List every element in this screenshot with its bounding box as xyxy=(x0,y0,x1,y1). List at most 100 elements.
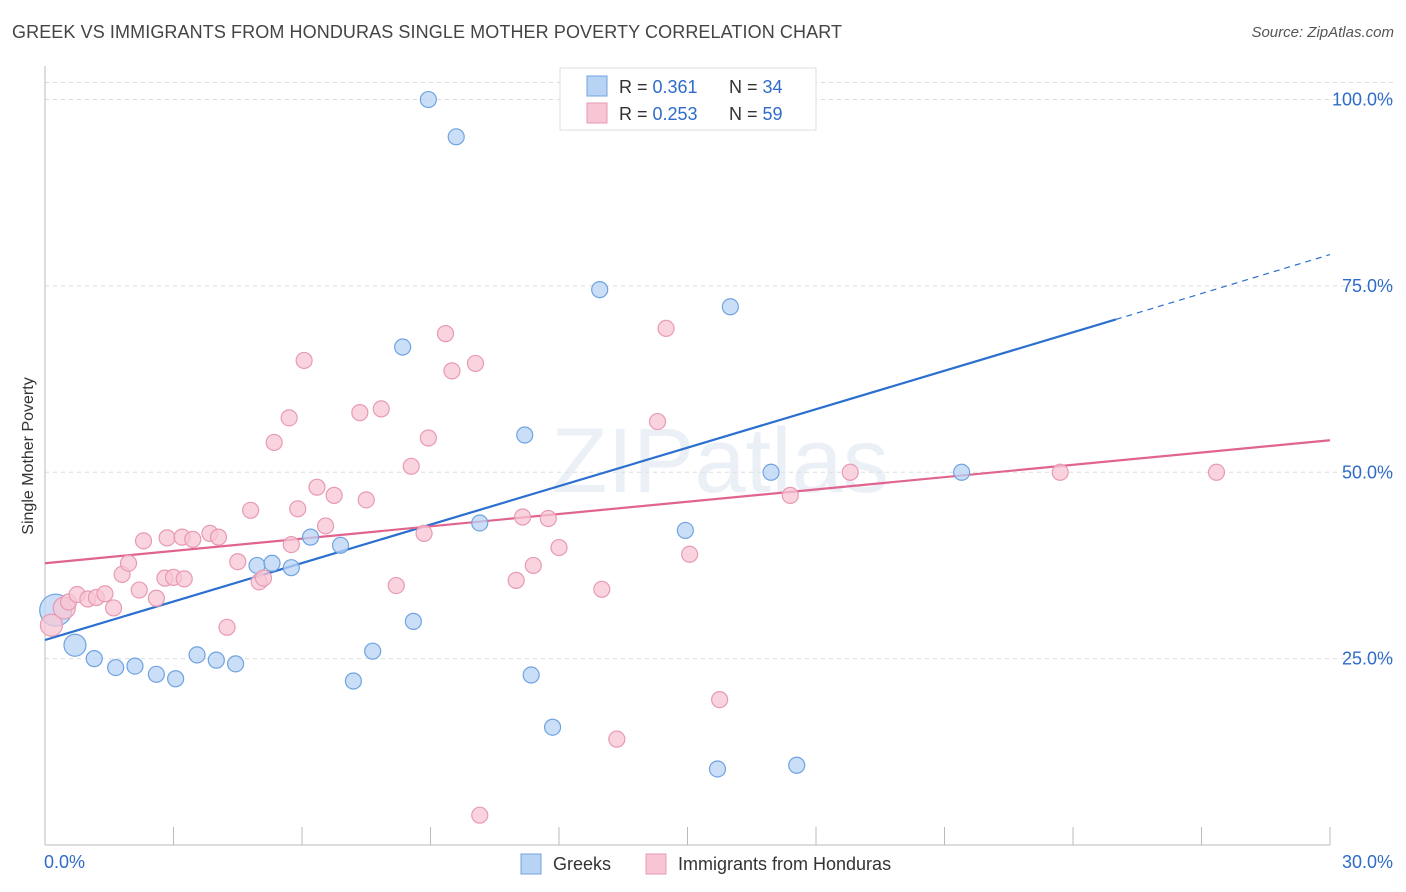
svg-text:R = 0.253: R = 0.253 xyxy=(619,104,698,124)
bottom-legend-label-honduras: Immigrants from Honduras xyxy=(678,854,891,874)
point-greeks-18 xyxy=(404,612,422,630)
trend-line-1 xyxy=(44,439,1331,565)
point-honduras-27 xyxy=(280,409,298,427)
point-greeks-13 xyxy=(301,528,320,546)
point-honduras-12 xyxy=(147,589,165,607)
point-honduras-6 xyxy=(96,585,114,603)
point-honduras-14 xyxy=(158,529,176,547)
point-greeks-32 xyxy=(953,463,971,481)
point-honduras-38 xyxy=(402,457,420,475)
point-honduras-58 xyxy=(1207,463,1226,481)
point-honduras-49 xyxy=(593,580,611,598)
point-honduras-26 xyxy=(265,433,283,452)
point-greeks-14 xyxy=(331,536,350,554)
point-honduras-21 xyxy=(218,618,236,636)
point-honduras-18 xyxy=(184,530,202,548)
y-tick-labels: 100.0% 75.0% 50.0% 25.0% xyxy=(1332,90,1393,669)
legend-n-value-greeks: 34 xyxy=(763,77,783,97)
point-greeks-6 xyxy=(167,670,185,688)
point-greeks-17 xyxy=(394,338,412,356)
point-honduras-46 xyxy=(524,556,542,575)
point-honduras-55 xyxy=(781,486,799,504)
y-tick-label-2: 50.0% xyxy=(1342,462,1393,482)
point-honduras-9 xyxy=(119,554,138,572)
point-honduras-20 xyxy=(209,528,228,546)
point-honduras-36 xyxy=(372,400,390,418)
point-greeks-15 xyxy=(344,672,362,690)
svg-text:R = 0.361: R = 0.361 xyxy=(619,77,698,97)
x-tick-label-min: 0.0% xyxy=(44,852,85,872)
point-greeks-23 xyxy=(522,666,540,684)
point-greeks-19 xyxy=(419,90,437,109)
point-honduras-44 xyxy=(507,571,525,589)
axes xyxy=(44,66,1331,846)
point-greeks-22 xyxy=(516,426,534,444)
chart-source: Source: ZipAtlas.com xyxy=(1251,24,1394,41)
legend-r-label-greeks: R = xyxy=(619,77,653,97)
point-honduras-41 xyxy=(436,325,455,343)
point-greeks-4 xyxy=(126,657,144,675)
trend-line-0 xyxy=(44,318,1117,642)
y-axis-label: Single Mother Poverty xyxy=(20,377,37,534)
point-honduras-10 xyxy=(130,581,148,599)
legend-swatch-greeks xyxy=(586,75,608,97)
point-greeks-7 xyxy=(188,646,206,664)
point-greeks-1 xyxy=(63,633,87,657)
point-honduras-45 xyxy=(513,508,532,526)
point-greeks-24 xyxy=(543,718,562,736)
data-points xyxy=(39,90,1226,824)
legend-n-label-honduras: N = xyxy=(729,104,763,124)
bottom-legend-swatch-greeks xyxy=(520,853,542,875)
point-greeks-9 xyxy=(227,655,245,673)
chart-title: GREEK VS IMMIGRANTS FROM HONDURAS SINGLE… xyxy=(12,22,843,42)
point-honduras-0 xyxy=(39,613,64,637)
y-tick-label-1: 75.0% xyxy=(1342,276,1393,296)
point-honduras-11 xyxy=(134,532,153,550)
point-greeks-3 xyxy=(107,658,125,677)
point-honduras-43 xyxy=(466,354,485,373)
point-honduras-34 xyxy=(351,404,369,422)
point-honduras-56 xyxy=(841,463,859,481)
point-honduras-54 xyxy=(711,691,729,709)
point-honduras-29 xyxy=(289,500,307,518)
legend-r-value-honduras: 0.253 xyxy=(653,104,698,124)
legend-r-label-honduras: R = xyxy=(619,104,653,124)
point-honduras-17 xyxy=(175,570,193,588)
legend-swatch-honduras xyxy=(586,102,608,124)
point-greeks-8 xyxy=(207,651,225,669)
legend-n-label-greeks: N = xyxy=(729,77,763,97)
point-honduras-51 xyxy=(648,412,667,431)
point-greeks-20 xyxy=(447,128,465,146)
point-honduras-25 xyxy=(254,569,273,587)
point-greeks-27 xyxy=(676,521,694,540)
point-honduras-35 xyxy=(357,491,375,509)
point-honduras-39 xyxy=(415,524,433,543)
legend: R = 0.361 N = 34 R = 0.253 N = 59 xyxy=(559,67,817,131)
point-honduras-57 xyxy=(1051,463,1069,481)
point-honduras-22 xyxy=(229,553,247,571)
point-honduras-30 xyxy=(295,351,313,370)
point-greeks-31 xyxy=(788,756,806,774)
x-tick-label-max: 30.0% xyxy=(1342,852,1393,872)
point-greeks-28 xyxy=(708,760,727,778)
legend-n-value-honduras: 59 xyxy=(763,104,783,124)
point-greeks-2 xyxy=(85,650,103,668)
y-tick-label-3: 25.0% xyxy=(1342,649,1393,669)
point-honduras-28 xyxy=(282,535,300,554)
point-honduras-52 xyxy=(657,319,675,337)
point-honduras-47 xyxy=(539,509,557,528)
point-honduras-40 xyxy=(419,429,437,447)
point-honduras-48 xyxy=(550,538,568,557)
point-greeks-21 xyxy=(471,514,489,532)
point-greeks-5 xyxy=(147,665,165,683)
gridlines xyxy=(45,82,1393,660)
point-honduras-7 xyxy=(104,599,123,617)
point-honduras-42 xyxy=(443,362,461,380)
point-honduras-59 xyxy=(471,806,489,824)
point-greeks-16 xyxy=(364,642,382,660)
point-honduras-50 xyxy=(608,730,626,748)
point-honduras-31 xyxy=(308,478,326,496)
svg-text:N = 59: N = 59 xyxy=(729,104,783,124)
bottom-legend-label-greeks: Greeks xyxy=(553,854,611,874)
